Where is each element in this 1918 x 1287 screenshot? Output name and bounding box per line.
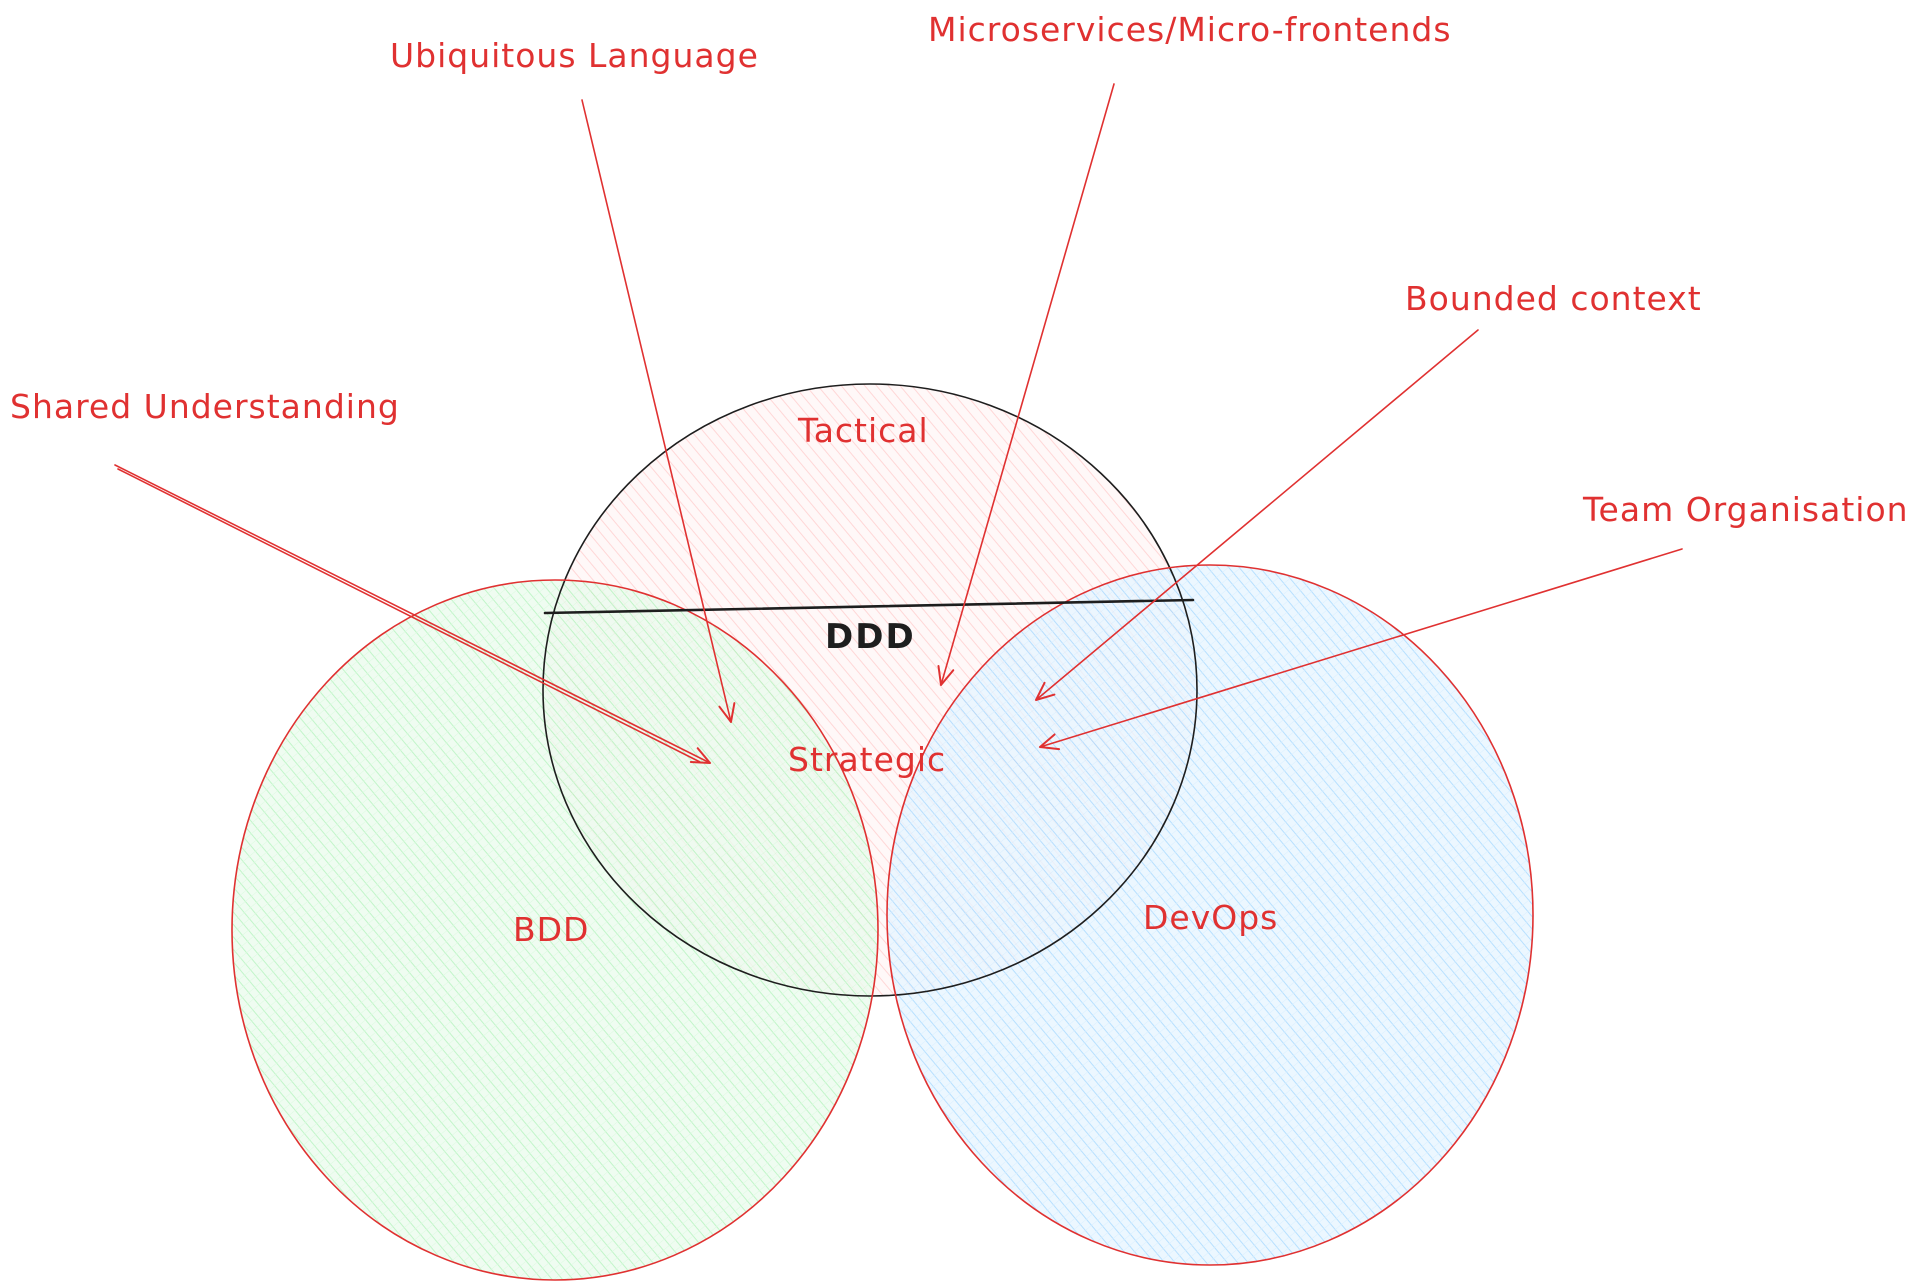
bdd-label: BDD [513, 910, 589, 949]
team-organisation-label: Team Organisation [1582, 490, 1909, 529]
shared-understanding-label: Shared Understanding [10, 387, 400, 426]
bounded-context-label: Bounded context [1405, 279, 1702, 318]
tactical-label: Tactical [797, 411, 929, 450]
strategic-label: Strategic [788, 740, 946, 779]
devops-label: DevOps [1143, 898, 1278, 937]
ubiquitous-language-label: Ubiquitous Language [390, 36, 759, 75]
circle-fills [232, 384, 1533, 1280]
microservices-label: Microservices/Micro-frontends [928, 10, 1452, 49]
ddd-label: DDD [825, 617, 916, 657]
